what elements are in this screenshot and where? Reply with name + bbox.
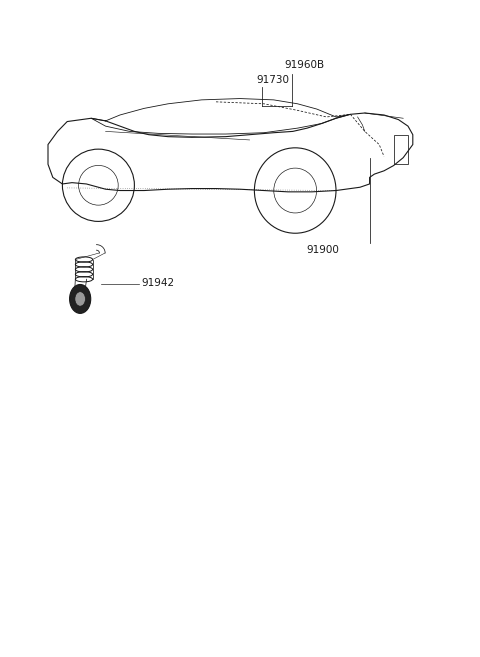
Text: 91730: 91730 xyxy=(257,75,290,85)
Circle shape xyxy=(75,292,85,306)
Text: 91900: 91900 xyxy=(306,245,339,255)
Text: 91960B: 91960B xyxy=(285,60,325,70)
Bar xyxy=(394,135,408,164)
Circle shape xyxy=(70,284,91,313)
Text: 91942: 91942 xyxy=(142,278,175,288)
